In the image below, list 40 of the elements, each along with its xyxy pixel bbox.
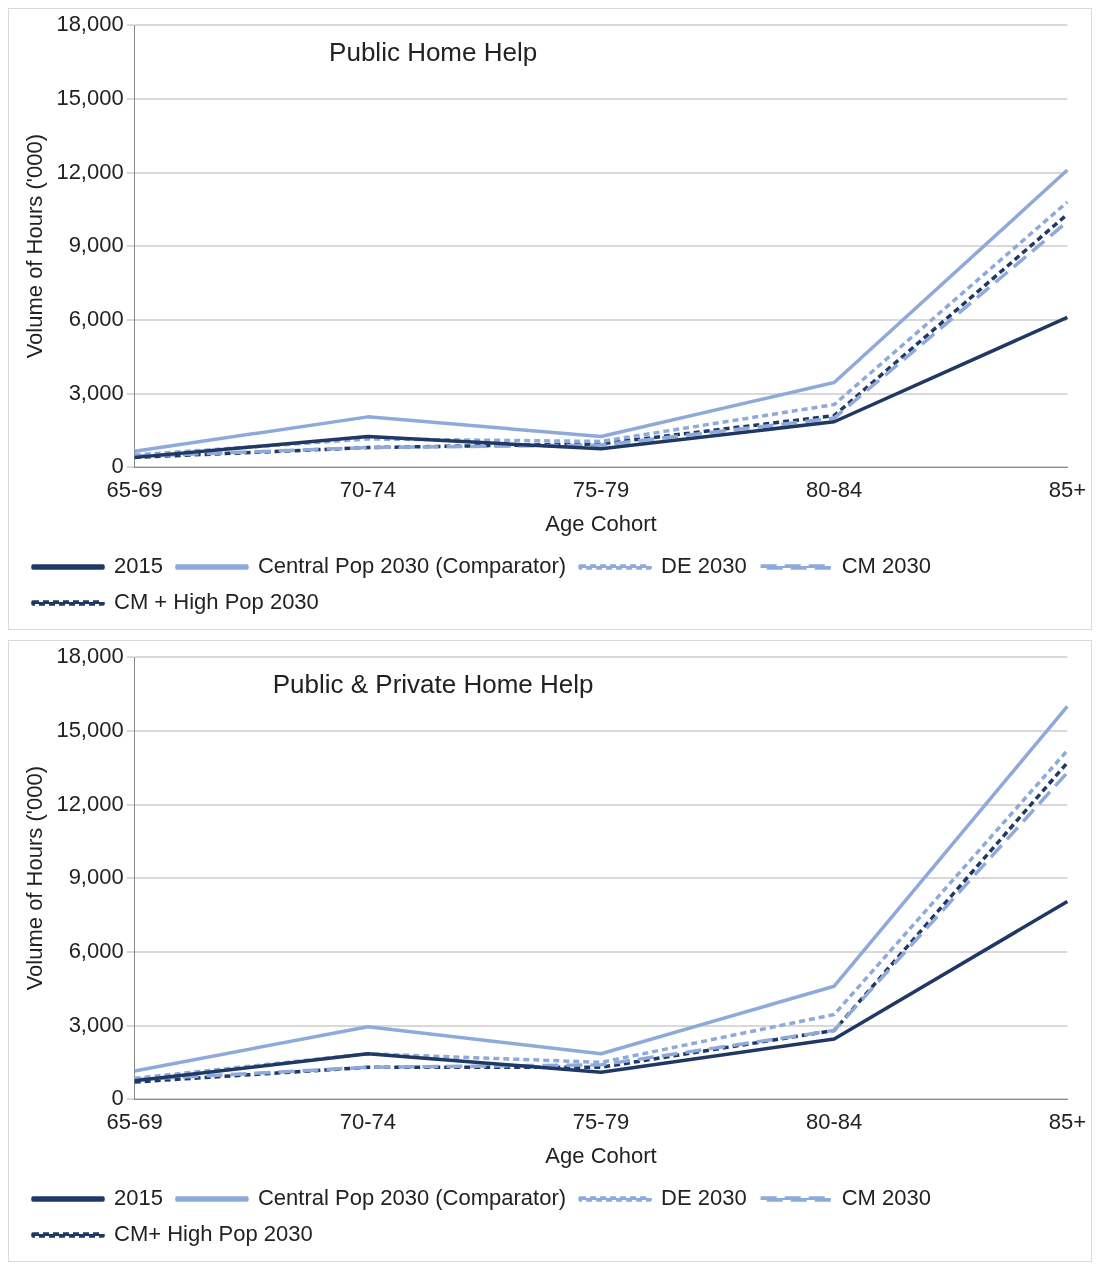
y-tick-label: 6,000 — [68, 937, 124, 963]
x-tick-label: 75-79 — [572, 477, 630, 503]
legend-label: 2015 — [114, 1185, 163, 1211]
x-tick-label: 65-69 — [106, 1109, 163, 1135]
y-tick-label: 12,000 — [56, 790, 124, 816]
legend-label: CM 2030 — [841, 553, 931, 579]
y-tick-label: 9,000 — [68, 232, 124, 258]
y-tick-label: 15,000 — [56, 84, 124, 110]
legend-label: CM+ High Pop 2030 — [114, 1221, 313, 1247]
x-tick-label: 80-84 — [806, 1109, 863, 1135]
y-tick-label: 9,000 — [68, 864, 124, 890]
y-tick-label: 3,000 — [68, 379, 124, 405]
y-tick-label: 18,000 — [56, 643, 124, 669]
text: Public & Private Home Help — [272, 669, 594, 700]
y-tick-label: 15,000 — [56, 716, 124, 742]
y-tick-label: 12,000 — [56, 158, 124, 184]
legend-label: Central Pop 2030 (Comparator) — [257, 553, 567, 579]
y-axis-title: Volume of Hours ('000) — [22, 766, 48, 991]
y-tick-label: 6,000 — [68, 305, 124, 331]
x-tick-label: 85+ — [1048, 477, 1086, 503]
legend-label: 2015 — [114, 553, 163, 579]
x-tick-label: 70-74 — [339, 477, 396, 503]
x-tick-label: 65-69 — [106, 477, 163, 503]
x-tick-label: 80-84 — [806, 477, 863, 503]
y-tick-label: 3,000 — [68, 1011, 124, 1037]
y-axis-title: Volume of Hours ('000) — [22, 134, 48, 359]
legend-label: DE 2030 — [661, 1185, 747, 1211]
legend-label: Central Pop 2030 (Comparator) — [257, 1185, 567, 1211]
x-tick-label: 70-74 — [339, 1109, 396, 1135]
x-axis-title: Age Cohort — [545, 1142, 657, 1168]
legend-label: DE 2030 — [661, 553, 747, 579]
text: Public Home Help — [329, 37, 538, 68]
y-tick-label: 0 — [111, 453, 124, 479]
legend-label: CM + High Pop 2030 — [114, 589, 319, 615]
x-tick-label: 75-79 — [572, 1109, 630, 1135]
y-tick-label: 0 — [111, 1085, 124, 1111]
x-axis-title: Age Cohort — [545, 510, 657, 536]
y-tick-label: 18,000 — [56, 11, 124, 37]
x-tick-label: 85+ — [1048, 1109, 1086, 1135]
legend-label: CM 2030 — [841, 1185, 931, 1211]
